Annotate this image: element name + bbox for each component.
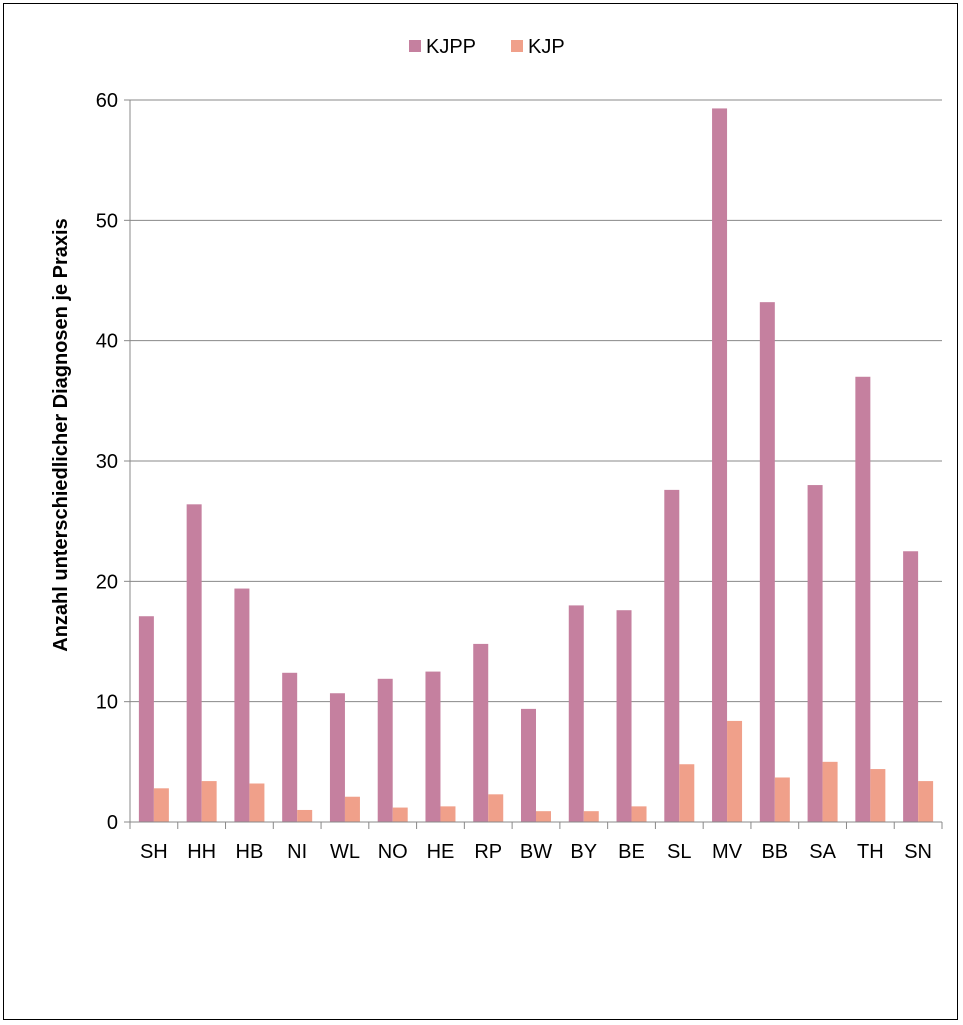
- bar-kjp-ni: [297, 809, 313, 822]
- x-tick-label-hb: HB: [236, 841, 264, 863]
- bar-kjp-hb: [249, 783, 265, 822]
- x-tick-label-th: TH: [857, 841, 884, 863]
- bar-kjp-th: [870, 769, 886, 822]
- x-tick-label-bb: BB: [761, 841, 788, 863]
- bar-kjpp-bb: [759, 302, 775, 822]
- y-tick-label-0: 0: [107, 812, 118, 834]
- bar-kjpp-sl: [664, 489, 680, 822]
- bar-kjpp-mv: [712, 108, 728, 822]
- bar-kjp-wl: [344, 796, 360, 822]
- bar-kjp-bb: [774, 777, 790, 822]
- bar-kjp-no: [392, 807, 408, 822]
- bar-kjp-mv: [727, 720, 743, 822]
- y-tick-label-30: 30: [96, 451, 118, 473]
- legend: KJPP KJP: [409, 36, 565, 58]
- bar-kjpp-no: [377, 678, 393, 822]
- x-tick-label-be: BE: [618, 841, 645, 863]
- x-tick-label-ni: NI: [287, 841, 307, 863]
- legend-swatch-kjp: [511, 40, 523, 52]
- bar-kjpp-bw: [521, 708, 536, 822]
- bar-kjpp-sn: [903, 551, 919, 822]
- bar-kjpp-wl: [329, 693, 345, 822]
- bar-kjp-bw: [536, 811, 551, 822]
- axes: 0 10 20 30 40 50 60 SH HH HB NI WL NO HE RP BW BY BE SL MV B…: [96, 90, 943, 863]
- bar-kjp-rp: [488, 794, 504, 822]
- bars: [138, 108, 934, 822]
- x-tick-label-wl: WL: [330, 841, 360, 863]
- x-tick-label-sh: SH: [140, 841, 168, 863]
- x-tick-label-sn: SN: [904, 841, 932, 863]
- bar-kjpp-hb: [234, 588, 250, 822]
- x-tick-label-sl: SL: [667, 841, 691, 863]
- bar-kjp-sn: [918, 781, 934, 822]
- bar-kjpp-he: [425, 671, 441, 822]
- legend-label-kjpp: KJPP: [426, 36, 476, 58]
- x-tick-label-he: HE: [427, 841, 455, 863]
- y-tick-label-20: 20: [96, 571, 118, 593]
- y-tick-label-40: 40: [96, 331, 118, 353]
- bar-kjpp-be: [616, 610, 632, 822]
- x-tick-label-sa: SA: [809, 841, 836, 863]
- bar-kjp-he: [440, 806, 456, 822]
- bar-kjpp-sa: [807, 485, 823, 822]
- bar-kjpp-by: [568, 605, 584, 822]
- bar-kjpp-th: [855, 376, 871, 822]
- y-axis-title: Anzahl unterschiedlicher Diagnosen je Pr…: [50, 218, 72, 651]
- bar-kjp-be: [631, 806, 647, 822]
- bar-kjp-hh: [201, 781, 217, 822]
- legend-swatch-kjpp: [409, 40, 421, 52]
- x-tick-label-no: NO: [378, 841, 408, 863]
- legend-label-kjp: KJP: [528, 36, 565, 58]
- bar-kjpp-ni: [282, 672, 298, 822]
- y-tick-label-50: 50: [96, 210, 118, 232]
- bar-kjp-sh: [153, 788, 169, 822]
- bar-kjpp-rp: [473, 643, 489, 822]
- x-tick-label-by: BY: [570, 841, 597, 863]
- y-tick-label-60: 60: [96, 90, 118, 112]
- gridlines: [130, 99, 942, 703]
- bar-kjp-sl: [679, 764, 695, 822]
- x-tick-label-bw: BW: [520, 841, 552, 863]
- x-tick-label-hh: HH: [187, 841, 216, 863]
- bar-kjp-sa: [822, 761, 838, 822]
- bar-kjp-by: [583, 811, 599, 822]
- x-tick-label-rp: RP: [474, 841, 502, 863]
- chart-frame: [3, 3, 958, 1020]
- bar-kjpp-hh: [186, 504, 202, 822]
- x-tick-label-mv: MV: [712, 841, 743, 863]
- y-tick-label-10: 10: [96, 692, 118, 714]
- bar-kjpp-sh: [138, 616, 154, 822]
